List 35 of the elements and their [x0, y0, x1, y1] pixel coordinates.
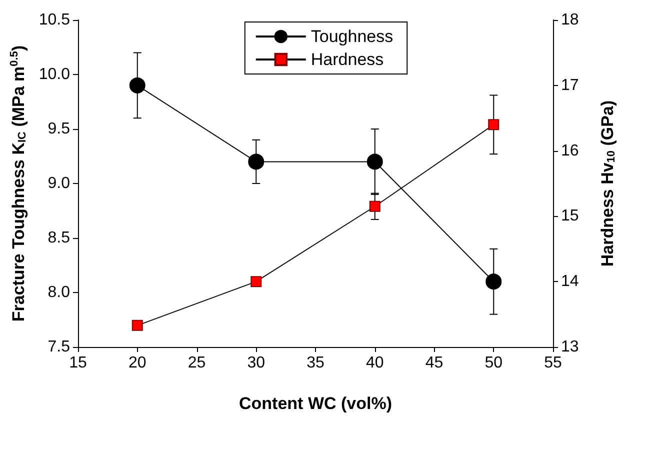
y-tick-label: 7.5	[48, 338, 70, 356]
x-axis-title: Content WC (vol%)	[239, 394, 392, 413]
y2-tick-label: 14	[561, 273, 579, 290]
x-tick-label: 25	[188, 354, 206, 372]
x-tick-label: 35	[306, 354, 324, 372]
point	[248, 154, 264, 170]
point	[369, 200, 380, 212]
point	[488, 119, 500, 130]
x-tick-label: 40	[366, 354, 384, 372]
point	[486, 274, 502, 290]
x-tick-label: 55	[544, 354, 562, 372]
x-tick-label: 45	[425, 354, 444, 372]
x-tick-label: 50	[484, 354, 503, 372]
y2-tick-label: 18	[561, 12, 579, 28]
point	[366, 154, 383, 170]
x-tick-label: 30	[247, 354, 266, 372]
y2-tick-label: 13	[561, 338, 579, 356]
x-tick-label: 20	[128, 354, 146, 372]
legend-label: Hardness	[310, 50, 384, 69]
point	[129, 77, 146, 94]
y2-tick-label: 15	[561, 208, 579, 225]
y2-tick-label: 17	[561, 76, 579, 94]
legend-label: Toughness	[310, 27, 394, 46]
point	[250, 276, 262, 288]
x-tick-label: 15	[69, 354, 87, 372]
y-tick-label: 10.5	[38, 12, 70, 28]
y2-tick-label: 16	[561, 142, 579, 160]
point	[132, 320, 143, 331]
y-tick-label: 10.0	[38, 66, 70, 83]
y-tick-label: 8.5	[48, 230, 70, 246]
y2-axis-title: Hardness Hv10 (GPa)	[598, 100, 618, 267]
y-axis-title: Fracture Toughness KIC (MPa m0.5)	[8, 45, 28, 322]
y-tick-label: 8.0	[48, 284, 70, 301]
y-tick-label: 9.5	[48, 120, 70, 138]
y-tick-label: 9.0	[48, 175, 70, 192]
